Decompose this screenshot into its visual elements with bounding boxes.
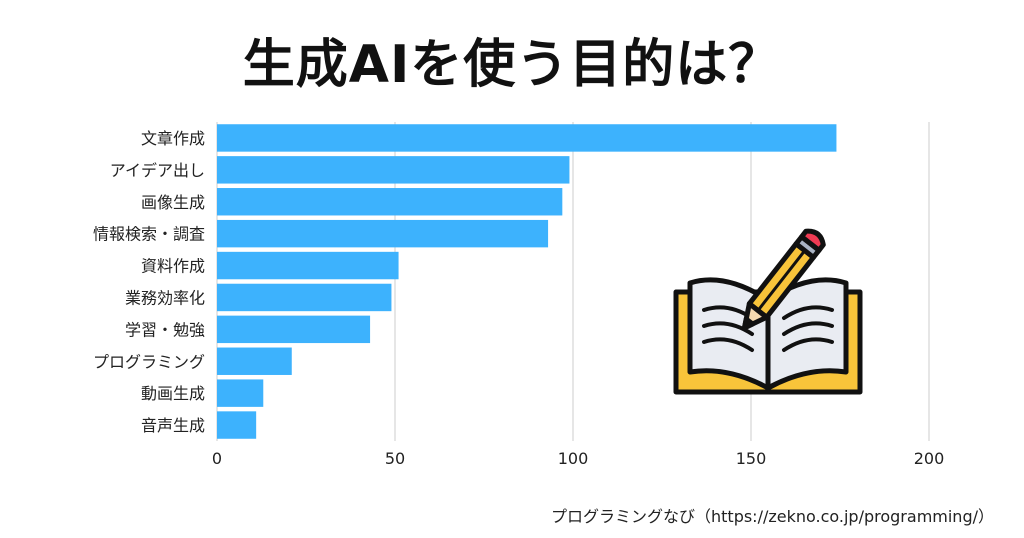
bar bbox=[217, 219, 549, 248]
x-tick-label: 150 bbox=[736, 449, 767, 468]
x-tick-label: 0 bbox=[212, 449, 222, 468]
category-label: 画像生成 bbox=[141, 193, 205, 212]
category-label: 音声生成 bbox=[141, 416, 205, 435]
bar bbox=[217, 379, 264, 407]
bar bbox=[217, 283, 392, 312]
x-tick-label: 100 bbox=[558, 449, 589, 468]
category-label: プログラミング bbox=[93, 352, 205, 371]
category-label: 文章作成 bbox=[141, 129, 205, 148]
bar bbox=[217, 124, 837, 152]
category-labels: 文章作成アイデア出し画像生成情報検索・調査資料作成業務効率化学習・勉強プログラミ… bbox=[93, 129, 205, 435]
category-label: 業務効率化 bbox=[125, 288, 205, 307]
bars bbox=[217, 124, 837, 439]
source-note: プログラミングなび（https://zekno.co.jp/programmin… bbox=[551, 507, 994, 526]
bar bbox=[217, 411, 257, 439]
bar bbox=[217, 315, 371, 344]
chart-title: 生成AIを使う目的は？ bbox=[242, 35, 782, 95]
category-label: 情報検索・調査 bbox=[93, 225, 205, 244]
category-label: 学習・勉強 bbox=[125, 320, 205, 339]
bar bbox=[217, 251, 399, 280]
bar bbox=[217, 156, 570, 184]
category-label: 資料作成 bbox=[141, 257, 205, 276]
open-book-with-pencil-icon bbox=[673, 228, 863, 395]
bar bbox=[217, 347, 292, 375]
bar bbox=[217, 188, 563, 216]
x-tick-label: 50 bbox=[385, 449, 405, 468]
category-label: 動画生成 bbox=[141, 384, 205, 403]
x-tick-label: 200 bbox=[914, 449, 945, 468]
category-label: アイデア出し bbox=[110, 161, 205, 180]
x-tick-labels: 0 50 100 150 200 bbox=[212, 449, 944, 468]
